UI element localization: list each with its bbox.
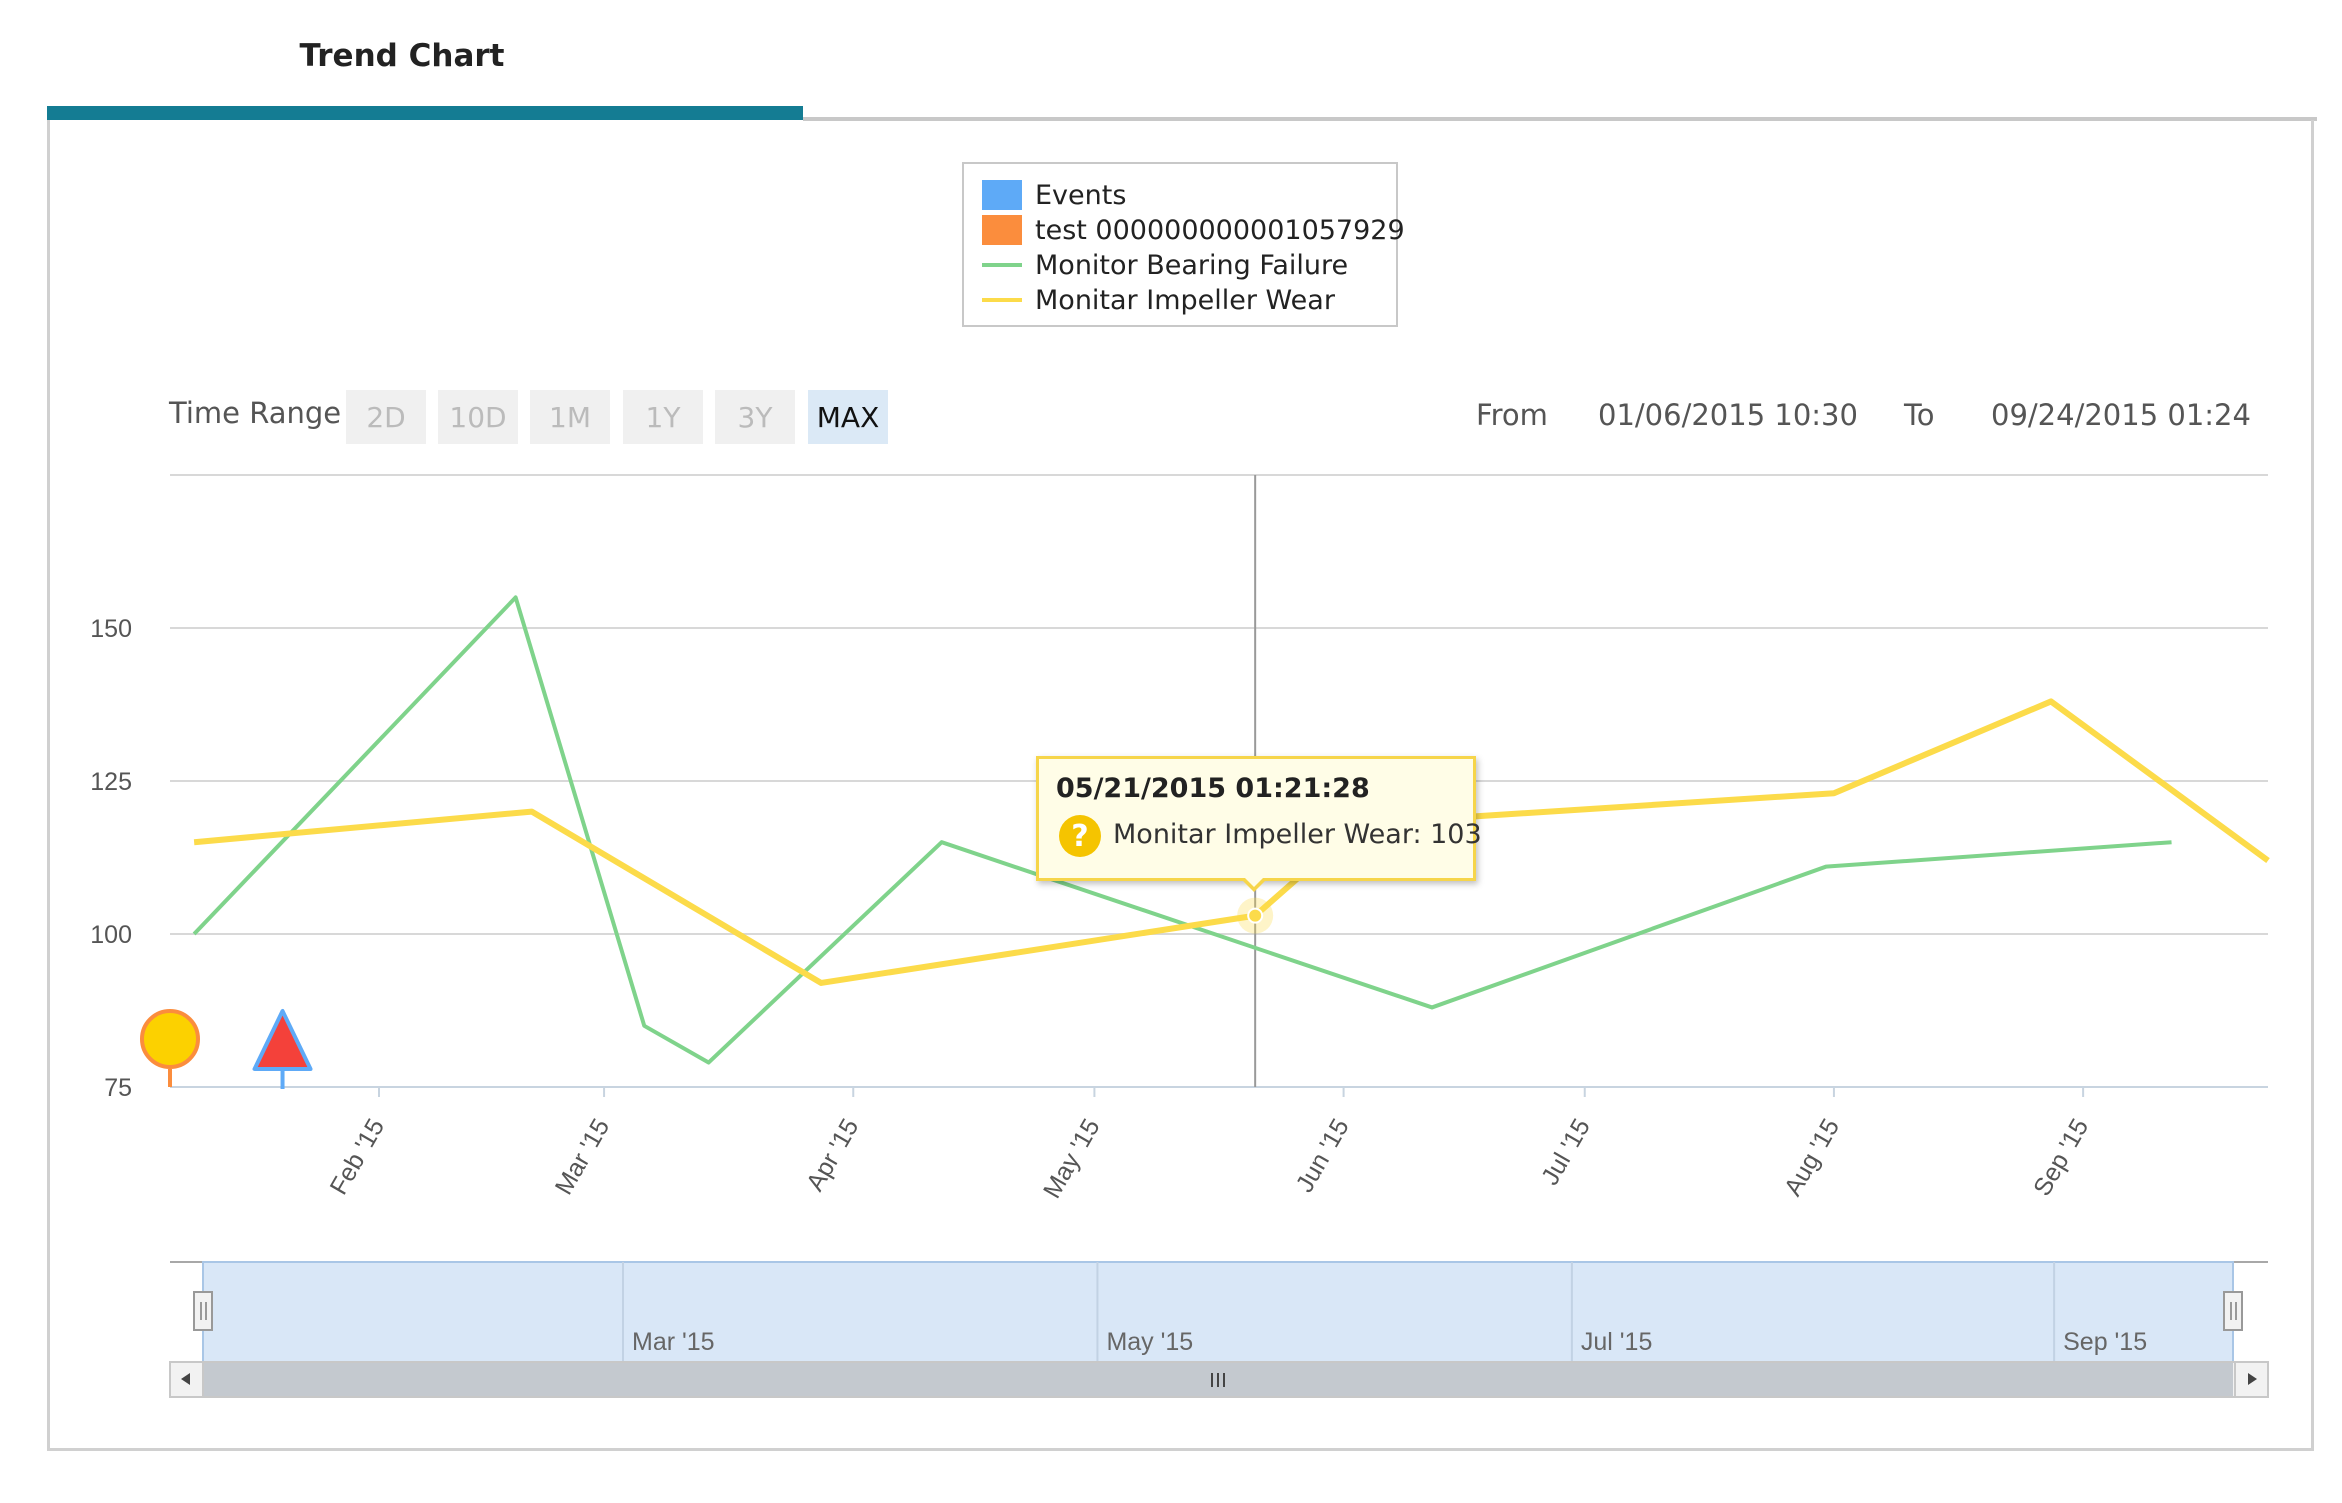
tab-divider	[803, 117, 2317, 121]
range-button-3y[interactable]: 3Y	[715, 390, 795, 444]
tooltip-pointer-inner	[1243, 876, 1265, 887]
legend-label: Events	[1035, 179, 1127, 211]
data-tooltip: 05/21/2015 01:21:28 ? Monitar Impeller W…	[1036, 756, 1482, 881]
to-label: To	[1904, 398, 1935, 432]
range-button-1y[interactable]: 1Y	[623, 390, 703, 444]
active-tab-indicator	[47, 106, 803, 120]
bearing-failure-swatch	[982, 263, 1022, 267]
events-swatch	[982, 180, 1022, 210]
legend-item-bearing-failure[interactable]: Monitor Bearing Failure	[982, 248, 1348, 282]
tooltip-date: 05/21/2015 01:21:28	[1056, 773, 1370, 804]
range-button-2d[interactable]: 2D	[346, 390, 426, 444]
to-date-input[interactable]: 09/24/2015 01:24	[1991, 398, 2251, 432]
impeller-wear-swatch	[982, 298, 1022, 302]
tooltip-value: Monitar Impeller Wear: 103	[1113, 819, 1482, 850]
legend-item-impeller-wear[interactable]: Monitar Impeller Wear	[982, 283, 1335, 317]
range-button-max[interactable]: MAX	[808, 390, 888, 444]
legend-item-test[interactable]: test 000000000001057929	[982, 213, 1405, 247]
legend-label: test 000000000001057929	[1035, 214, 1405, 246]
tab-trend-chart[interactable]: Trend Chart	[299, 38, 505, 74]
test-swatch	[982, 215, 1022, 245]
range-button-1m[interactable]: 1M	[530, 390, 610, 444]
legend-label: Monitor Bearing Failure	[1035, 249, 1349, 281]
legend-item-events[interactable]: Events	[982, 178, 1126, 212]
range-button-10d[interactable]: 10D	[438, 390, 518, 444]
chart-legend: Events test 000000000001057929 Monitor B…	[962, 162, 1405, 327]
question-icon: ?	[1059, 815, 1101, 857]
from-date-input[interactable]: 01/06/2015 10:30	[1598, 398, 1858, 432]
chart-panel	[47, 120, 2314, 1451]
time-range-label: Time Range	[169, 396, 342, 430]
from-label: From	[1476, 398, 1548, 432]
legend-label: Monitar Impeller Wear	[1035, 284, 1335, 316]
